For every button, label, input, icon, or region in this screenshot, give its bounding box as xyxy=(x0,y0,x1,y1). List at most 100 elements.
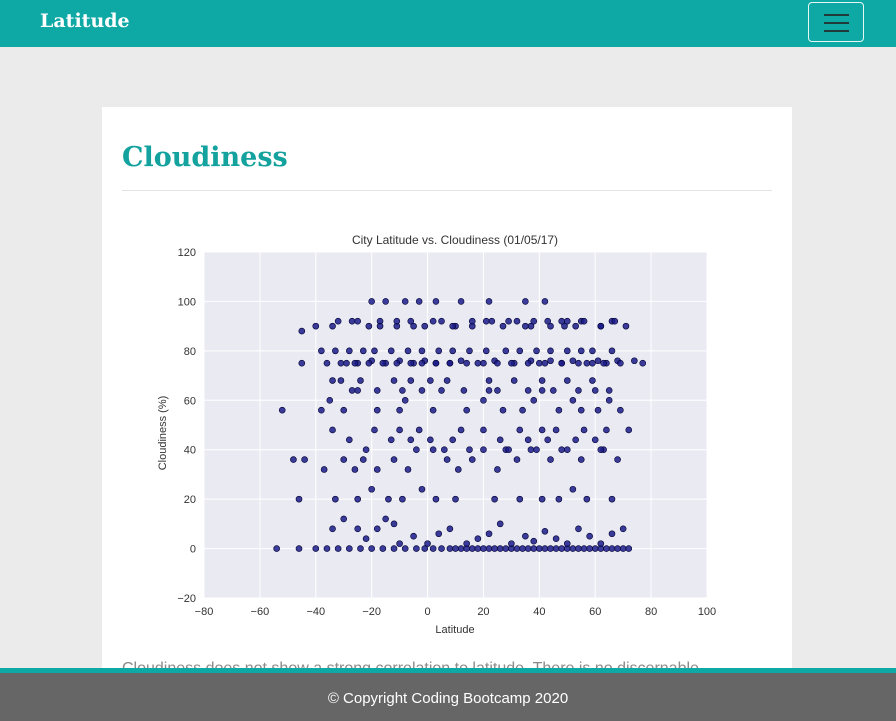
data-point xyxy=(396,406,403,414)
plot-area xyxy=(204,252,707,598)
data-point xyxy=(622,322,630,330)
data-point xyxy=(410,532,417,540)
data-point xyxy=(424,540,431,547)
data-point xyxy=(435,530,443,538)
data-point xyxy=(533,446,540,454)
data-point xyxy=(516,426,524,434)
chart-title: City Latitude vs. Cloudiness (01/05/17) xyxy=(352,233,558,247)
data-point xyxy=(485,377,493,384)
data-point xyxy=(485,298,493,305)
data-point xyxy=(466,347,473,355)
data-point xyxy=(555,406,563,414)
data-point xyxy=(499,406,507,414)
chart-grid: −80 −60 −40 −20 0 20 40 60 80 100 −20 0 20 40 60 80 100 1… xyxy=(177,247,716,618)
data-point xyxy=(399,495,406,503)
data-point xyxy=(346,545,353,552)
data-point xyxy=(547,545,554,552)
data-point xyxy=(312,545,320,552)
data-point xyxy=(429,317,437,325)
data-point xyxy=(594,406,602,414)
data-point xyxy=(558,446,565,454)
data-point xyxy=(415,298,423,305)
footer: © Copyright Coding Bootcamp 2020 xyxy=(0,668,896,721)
navbar-toggle-button[interactable] xyxy=(808,2,864,42)
data-point xyxy=(457,545,465,552)
x-tick-label: 60 xyxy=(589,606,601,618)
data-point xyxy=(505,446,512,454)
data-point xyxy=(491,545,498,552)
y-tick-label: 20 xyxy=(184,494,196,506)
data-point xyxy=(452,545,459,552)
data-point xyxy=(427,377,434,384)
data-point xyxy=(393,317,401,325)
data-point xyxy=(351,359,359,367)
data-point xyxy=(348,387,356,394)
data-point xyxy=(413,446,420,454)
data-point xyxy=(357,377,364,384)
data-point xyxy=(575,359,582,367)
data-point xyxy=(603,426,610,434)
data-point xyxy=(499,322,507,330)
data-point xyxy=(558,545,565,552)
data-point xyxy=(485,387,493,394)
data-point xyxy=(572,322,579,330)
data-point xyxy=(346,436,353,444)
data-point xyxy=(290,456,297,463)
data-point xyxy=(438,545,445,552)
data-point xyxy=(480,359,487,367)
x-tick-label: −40 xyxy=(306,606,325,618)
data-point xyxy=(343,359,350,367)
data-point xyxy=(407,317,415,325)
data-point xyxy=(555,495,563,503)
data-point xyxy=(454,466,462,473)
data-point xyxy=(449,322,457,330)
data-point xyxy=(580,317,588,325)
data-point xyxy=(577,456,585,463)
data-point xyxy=(438,317,445,325)
navbar: Latitude xyxy=(0,0,896,47)
chart-y-axis-label: Cloudiness (%) xyxy=(157,396,169,471)
data-point xyxy=(494,359,501,367)
data-point xyxy=(301,456,308,463)
data-point xyxy=(496,436,504,444)
chart-x-axis-label: Latitude xyxy=(435,624,474,636)
data-point xyxy=(508,540,515,547)
data-point xyxy=(589,347,596,355)
data-point xyxy=(362,535,370,542)
data-point xyxy=(273,545,280,552)
data-point xyxy=(569,485,577,493)
data-point xyxy=(580,426,588,434)
data-point xyxy=(382,515,389,523)
data-point xyxy=(382,298,389,305)
data-point xyxy=(496,520,504,528)
data-point xyxy=(329,377,336,384)
data-point xyxy=(446,359,454,367)
data-point xyxy=(550,387,557,394)
data-point xyxy=(298,359,306,367)
data-point xyxy=(524,436,532,444)
data-point xyxy=(502,545,510,552)
data-point xyxy=(619,525,627,533)
data-point xyxy=(401,396,409,404)
hamburger-menu-icon xyxy=(824,14,849,16)
data-point xyxy=(332,347,339,355)
data-point xyxy=(544,317,552,325)
data-point xyxy=(418,347,426,355)
data-point xyxy=(533,347,540,355)
data-point xyxy=(513,545,521,552)
data-point xyxy=(415,426,423,434)
navbar-brand[interactable]: Latitude xyxy=(40,10,130,32)
data-point xyxy=(614,456,621,463)
data-point xyxy=(589,359,596,367)
data-point xyxy=(468,545,476,552)
data-point xyxy=(443,456,451,463)
x-tick-label: 40 xyxy=(533,606,545,618)
data-point xyxy=(547,357,554,365)
data-point xyxy=(390,377,398,384)
data-point xyxy=(563,446,571,454)
scatter-chart: −80 −60 −40 −20 0 20 40 60 80 100 −20 0 20 40 60 80 100 1… xyxy=(157,233,716,636)
data-point xyxy=(354,317,361,325)
data-point xyxy=(318,406,325,414)
data-point xyxy=(625,545,633,552)
x-tick-label: −60 xyxy=(251,606,270,618)
